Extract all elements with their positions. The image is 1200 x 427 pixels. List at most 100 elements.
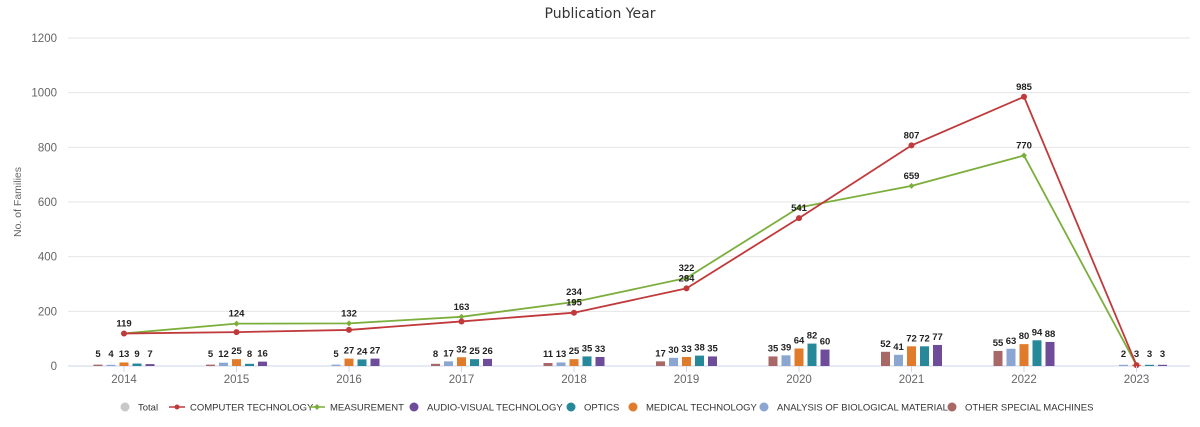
line-point: [458, 313, 465, 320]
bar-value-label: 3: [1147, 349, 1152, 360]
bar-value-label: 9: [134, 349, 139, 360]
bar-value-label: 94: [1032, 327, 1043, 338]
legend-item[interactable]: ANALYSIS OF BIOLOGICAL MATERIALS: [759, 402, 955, 414]
y-tick-label: 600: [38, 197, 57, 209]
line-point: [796, 204, 802, 211]
bar-value-label: 11: [543, 349, 554, 360]
legend-label: Total: [138, 403, 158, 414]
legend-label: OPTICS: [584, 403, 619, 414]
line-point: [1133, 362, 1140, 369]
line-point: [683, 285, 690, 292]
bar: [695, 355, 704, 366]
x-tick-label: 2015: [224, 374, 250, 386]
y-tick-label: 1000: [31, 88, 57, 100]
line-point: [571, 309, 577, 316]
bar-value-label: 25: [569, 346, 580, 357]
bar: [93, 364, 103, 366]
x-tick-label: 2021: [899, 374, 925, 386]
bar: [145, 364, 155, 366]
line-point: [683, 274, 690, 281]
x-tick-label: 2016: [336, 374, 362, 386]
bar: [768, 356, 778, 366]
bar-value-label: 8: [247, 349, 252, 360]
bar: [894, 354, 903, 366]
bar: [132, 363, 142, 366]
bar: [993, 350, 1003, 366]
bar-value-label: 4: [108, 349, 114, 360]
line-point: [1021, 93, 1027, 100]
line-value-label: 119: [116, 318, 131, 329]
legend-item[interactable]: OTHER SPECIAL MACHINES: [947, 402, 1094, 414]
bar-value-label: 88: [1045, 329, 1056, 340]
bar-value-label: 52: [880, 339, 891, 350]
bar-value-label: 32: [456, 344, 467, 355]
bar: [1045, 341, 1055, 366]
bar-value-label: 38: [694, 343, 705, 354]
bar-value-label: 77: [932, 332, 943, 343]
bar-value-label: 33: [681, 344, 692, 355]
bar: [569, 359, 579, 366]
line-value-label: 234: [566, 287, 583, 298]
legend-label: COMPUTER TECHNOLOGY: [190, 403, 314, 414]
bar: [357, 359, 367, 366]
legend[interactable]: Total COMPUTER TECHNOLOGY MEASUREMENT AUDIO…: [120, 402, 1094, 414]
bar-value-label: 26: [482, 346, 493, 357]
legend-item[interactable]: OPTICS: [566, 402, 620, 414]
bar-value-label: 80: [1019, 331, 1030, 342]
bar: [1006, 348, 1016, 366]
x-tick-label: 2019: [674, 374, 700, 386]
bar-value-label: 35: [768, 343, 779, 354]
line-series: [121, 93, 1140, 369]
bar-value-label: 13: [119, 349, 130, 360]
line-value-label: 985: [1016, 82, 1033, 93]
legend-item[interactable]: MEDICAL TECHNOLOGY: [628, 402, 758, 414]
legend-item[interactable]: COMPUTER TECHNOLOGY: [169, 403, 314, 414]
bar: [106, 364, 116, 366]
bar: [556, 362, 566, 366]
chart-title: Publication Year: [545, 6, 656, 22]
bar: [483, 358, 492, 366]
bar-value-label: 5: [95, 349, 101, 360]
bar: [820, 349, 830, 366]
legend-symbol: [759, 402, 769, 412]
bar: [444, 361, 453, 366]
bar-value-label: 16: [257, 349, 268, 360]
legend-label: AUDIO-VISUAL TECHNOLOGY: [427, 403, 563, 414]
bar: [669, 357, 678, 366]
bar-value-label: 27: [344, 346, 355, 357]
line-point: [233, 329, 240, 336]
bar: [245, 363, 254, 366]
line-value-label: 284: [679, 273, 696, 284]
legend-symbol: [947, 402, 957, 412]
bar: [370, 358, 380, 366]
bar: [206, 364, 215, 366]
bar: [708, 356, 717, 366]
bar-value-label: 5: [333, 349, 339, 360]
bar: [543, 362, 553, 366]
legend-symbol: [174, 404, 180, 410]
legend-label: OTHER SPECIAL MACHINES: [965, 403, 1093, 414]
bar-value-label: 24: [357, 346, 368, 357]
legend-symbol: [120, 402, 130, 412]
line-point: [458, 318, 465, 325]
bar-value-label: 55: [993, 338, 1004, 349]
y-tick-label: 800: [38, 142, 57, 154]
bar-value-label: 7: [147, 349, 152, 360]
bar-value-label: 72: [919, 333, 930, 344]
legend-item[interactable]: AUDIO-VISUAL TECHNOLOGY: [409, 402, 564, 414]
legend-label: MEASUREMENT: [330, 403, 404, 414]
x-tick-label: 2022: [1011, 374, 1037, 386]
bar-value-label: 60: [820, 337, 831, 348]
bar: [781, 355, 791, 366]
bar-value-label: 35: [707, 343, 718, 354]
legend-symbol: [314, 404, 320, 410]
bar-value-label: 3: [1160, 349, 1165, 360]
y-tick-label: 400: [38, 252, 57, 264]
legend-symbol: [628, 402, 638, 412]
x-tick-label: 2023: [1124, 374, 1150, 386]
y-tick-label: 200: [38, 306, 57, 318]
legend-item[interactable]: Total: [120, 402, 159, 414]
legend-item[interactable]: MEASUREMENT: [309, 403, 404, 414]
bar-value-label: 30: [668, 345, 679, 356]
